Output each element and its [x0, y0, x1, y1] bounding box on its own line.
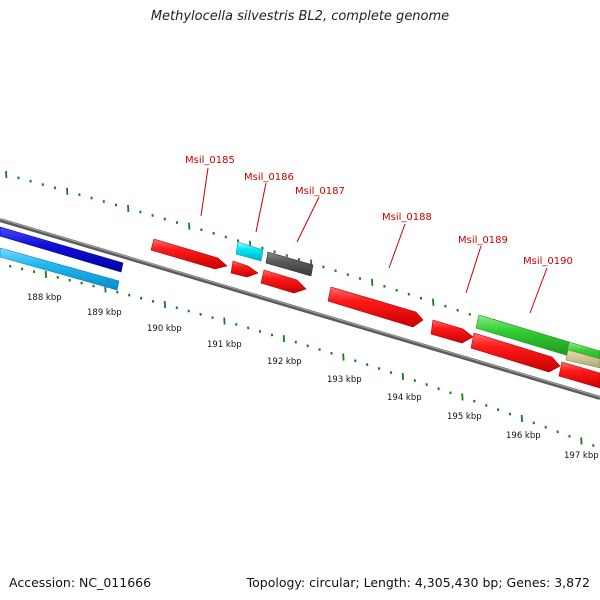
gene-msil-0186[interactable] — [235, 241, 264, 262]
kbp-label: 193 kbp — [327, 375, 362, 385]
gene-label-msil-0185: Msil_0185 — [185, 155, 235, 166]
kbp-label: 195 kbp — [447, 412, 482, 422]
kbp-label: 191 kbp — [207, 340, 242, 350]
kbp-label: 189 kbp — [87, 308, 122, 318]
gene-light-blue[interactable] — [0, 247, 120, 291]
kbp-label: 194 kbp — [387, 393, 422, 403]
gene-msil-0185[interactable] — [150, 238, 228, 270]
gene-msil-0187[interactable] — [265, 251, 314, 277]
genome-summary-text: Topology: circular; Length: 4,305,430 bp… — [246, 575, 590, 590]
gene-red-small-2[interactable] — [260, 269, 307, 294]
gene-label-msil-0190: Msil_0190 — [523, 256, 573, 267]
gene-red-edge[interactable] — [558, 361, 600, 389]
kbp-label: 196 kbp — [506, 431, 541, 441]
gene-labels: Msil_0185 Msil_0186 Msil_0187 Msil_0188 … — [185, 155, 573, 267]
accession-text: Accession: NC_011666 — [9, 575, 152, 590]
gene-label-msil-0189: Msil_0189 — [458, 235, 508, 246]
kbp-label: 190 kbp — [147, 324, 182, 334]
gene-msil-0189[interactable] — [430, 319, 474, 344]
kbp-label: 188 kbp — [27, 293, 62, 303]
lower-tick-row — [9, 264, 595, 447]
kbp-labels: 188 kbp 189 kbp 190 kbp 191 kbp 192 kbp … — [27, 293, 599, 461]
gene-tan[interactable] — [565, 349, 600, 369]
map-title: Methylocella silvestris BL2, complete ge… — [150, 9, 450, 24]
gene-label-msil-0187: Msil_0187 — [295, 186, 345, 197]
genome-backbone — [0, 218, 600, 400]
gene-red-long[interactable] — [470, 332, 561, 373]
gene-msil-0188[interactable] — [327, 286, 424, 328]
kbp-label: 192 kbp — [267, 357, 302, 367]
gene-label-msil-0186: Msil_0186 — [244, 172, 294, 183]
gene-red-small-1[interactable] — [230, 260, 259, 278]
gene-label-msil-0188: Msil_0188 — [382, 212, 432, 223]
gene-label-leaders — [200, 167, 548, 314]
gene-blue-reverse[interactable] — [0, 226, 124, 273]
kbp-label: 197 kbp — [564, 451, 599, 461]
